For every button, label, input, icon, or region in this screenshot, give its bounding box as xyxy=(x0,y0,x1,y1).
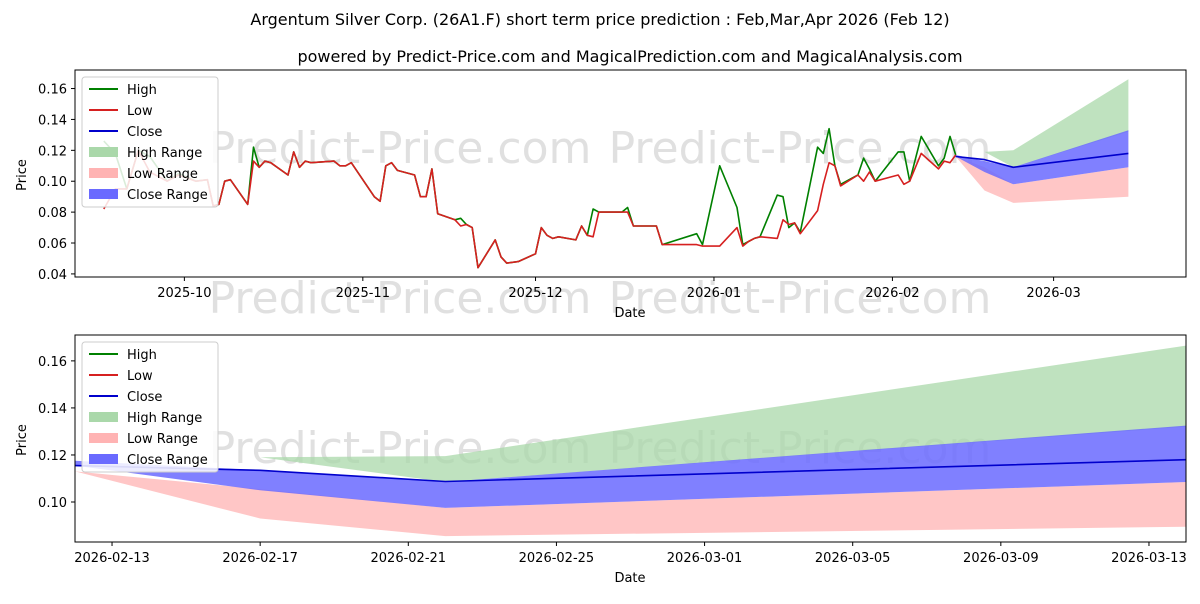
legend-label: Low Range xyxy=(127,167,198,182)
legend-label: Low xyxy=(127,369,153,384)
x-tick-label: 2026-02-25 xyxy=(519,551,595,566)
y-tick-label: 0.16 xyxy=(38,83,67,98)
legend-label: High xyxy=(127,83,157,98)
x-tick-label: 2025-10 xyxy=(157,286,211,301)
legend-label: Close Range xyxy=(127,453,208,468)
x-axis-label: Date xyxy=(614,306,645,321)
x-tick-label: 2026-03-05 xyxy=(815,551,891,566)
legend-label: Close Range xyxy=(127,188,208,203)
watermark: Predict-Price.com xyxy=(609,123,992,174)
watermark: Predict-Price.com xyxy=(609,273,992,324)
y-tick-label: 0.14 xyxy=(38,113,67,128)
y-tick-label: 0.16 xyxy=(38,355,67,370)
x-tick-label: 2026-03 xyxy=(1026,286,1080,301)
legend-label: High xyxy=(127,348,157,363)
chart-subtitle: powered by Predict-Price.com and Magical… xyxy=(297,47,962,66)
x-tick-label: 2026-02-17 xyxy=(222,551,298,566)
close-range-swatch xyxy=(89,189,118,199)
x-tick-label: 2026-02 xyxy=(865,286,919,301)
legend-label: High Range xyxy=(127,411,202,426)
high-range-band xyxy=(75,345,1186,482)
legend-label: High Range xyxy=(127,146,202,161)
close-range-swatch xyxy=(89,454,118,464)
low-range-swatch xyxy=(89,168,118,178)
watermark: Predict-Price.com xyxy=(209,123,592,174)
x-tick-label: 2026-02-21 xyxy=(371,551,447,566)
x-tick-label: 2025-11 xyxy=(336,286,390,301)
close-line xyxy=(955,152,1129,169)
x-axis-label: Date xyxy=(614,571,645,586)
low-range-band xyxy=(955,156,1129,203)
y-tick-label: 0.06 xyxy=(38,237,67,252)
high-range-swatch xyxy=(89,147,118,157)
y-axis-label: Price xyxy=(15,424,30,456)
bottom-panel: Predict-Price.com Predict-Price.com 2026… xyxy=(15,334,1187,586)
y-tick-label: 0.12 xyxy=(38,144,67,159)
top-panel: Predict-Price.com Predict-Price.com Pred… xyxy=(15,69,1187,324)
x-tick-label: 2025-12 xyxy=(508,286,562,301)
watermark: Predict-Price.com xyxy=(209,273,592,324)
legend-label: Close xyxy=(127,125,162,140)
high-range-swatch xyxy=(89,412,118,422)
x-tick-label: 2026-03-13 xyxy=(1111,551,1187,566)
y-tick-label: 0.12 xyxy=(38,449,67,464)
plot-frame xyxy=(74,334,1187,543)
y-tick-label: 0.10 xyxy=(38,496,67,511)
legend-label: Low Range xyxy=(127,432,198,447)
close-range-band xyxy=(75,425,1186,508)
close-range-band xyxy=(955,130,1129,185)
legend: High Low Close High Range Low Range Close Ran… xyxy=(81,76,219,208)
low-line xyxy=(103,149,957,269)
low-range-band xyxy=(75,471,1186,537)
x-tick-label: 2026-02-13 xyxy=(74,551,150,566)
x-tick-label: 2026-03-01 xyxy=(667,551,743,566)
x-tick-label: 2026-01 xyxy=(687,286,741,301)
y-tick-label: 0.04 xyxy=(38,268,67,283)
chart-title: Argentum Silver Corp. (26A1.F) short ter… xyxy=(250,10,949,29)
plot-frame xyxy=(74,69,1187,278)
legend-label: Close xyxy=(127,390,162,405)
y-axis-label: Price xyxy=(15,159,30,191)
legend: High Low Close High Range Low Range Close Ran… xyxy=(81,341,219,473)
y-tick-label: 0.08 xyxy=(38,206,67,221)
low-range-swatch xyxy=(89,433,118,443)
high-range-band xyxy=(955,79,1129,168)
legend-label: Low xyxy=(127,104,153,119)
y-tick-label: 0.14 xyxy=(38,402,67,417)
x-tick-label: 2026-03-09 xyxy=(963,551,1039,566)
y-tick-label: 0.10 xyxy=(38,175,67,190)
